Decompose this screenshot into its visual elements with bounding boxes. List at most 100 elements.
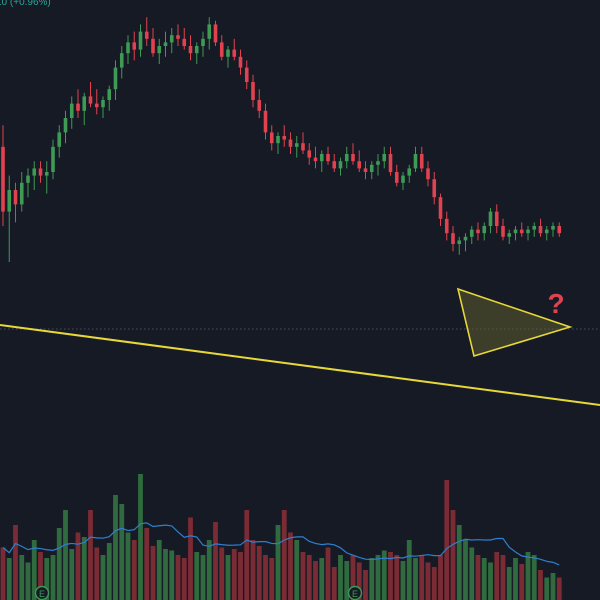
volume-bar bbox=[413, 558, 418, 600]
volume-bar bbox=[156, 540, 162, 600]
question-mark-annotation: ? bbox=[547, 288, 564, 319]
symmetrical-triangle-pattern[interactable] bbox=[456, 287, 573, 358]
candle bbox=[307, 150, 312, 158]
long-trendline[interactable] bbox=[0, 324, 600, 406]
event-marker-e-left[interactable]: E bbox=[34, 585, 50, 600]
volume-bar bbox=[0, 547, 6, 600]
candle bbox=[19, 182, 24, 205]
volume-bar bbox=[213, 522, 218, 600]
volume-bar bbox=[281, 510, 287, 600]
candle bbox=[394, 172, 399, 183]
volume-moving-average-line bbox=[2, 522, 560, 566]
volume-bar bbox=[194, 552, 200, 600]
volume-bar bbox=[444, 480, 450, 600]
candle bbox=[201, 38, 205, 46]
candle bbox=[251, 82, 255, 100]
volume-bar bbox=[250, 540, 256, 600]
candle bbox=[557, 226, 562, 234]
volume-bar bbox=[100, 555, 106, 600]
volume-bar bbox=[269, 558, 275, 600]
volume-bar bbox=[513, 558, 518, 600]
volume-bar bbox=[150, 546, 156, 600]
candle bbox=[319, 154, 324, 162]
candle bbox=[413, 154, 418, 169]
volume-bar bbox=[263, 555, 268, 600]
volume-bar bbox=[138, 474, 143, 600]
candle bbox=[238, 56, 243, 68]
volume-bar bbox=[481, 558, 487, 600]
candle bbox=[551, 226, 555, 230]
candle bbox=[376, 161, 380, 165]
volume-bar bbox=[381, 550, 387, 600]
candle bbox=[176, 35, 180, 39]
candle bbox=[463, 236, 468, 241]
candle bbox=[194, 46, 199, 54]
volume-bar bbox=[394, 555, 400, 600]
candle bbox=[232, 49, 237, 57]
volume-bar bbox=[69, 549, 75, 600]
volume-bar bbox=[375, 555, 381, 600]
candle bbox=[94, 103, 99, 108]
volume-bar bbox=[388, 552, 393, 600]
candle bbox=[107, 89, 112, 100]
candle bbox=[332, 161, 337, 169]
volume-bar bbox=[163, 549, 168, 600]
candle bbox=[476, 229, 480, 234]
volume-bar bbox=[113, 495, 118, 600]
volume-bar bbox=[469, 547, 475, 600]
candle bbox=[169, 35, 174, 43]
candle bbox=[501, 226, 505, 237]
volume-bar bbox=[488, 562, 493, 600]
volume-bar bbox=[556, 577, 562, 600]
candle bbox=[101, 100, 105, 108]
volume-bar bbox=[13, 525, 18, 600]
candle bbox=[69, 103, 74, 118]
candles bbox=[1, 17, 562, 262]
candle bbox=[313, 157, 318, 162]
candle bbox=[138, 31, 143, 50]
candle bbox=[357, 161, 362, 169]
candle bbox=[488, 211, 493, 226]
volume-bar bbox=[544, 577, 550, 600]
candle bbox=[401, 175, 405, 183]
volume-bar bbox=[519, 564, 525, 600]
volume-bar bbox=[494, 552, 500, 600]
candle bbox=[257, 100, 262, 111]
candle bbox=[507, 233, 512, 237]
candle bbox=[57, 132, 62, 147]
volume-bar bbox=[363, 570, 368, 600]
candle bbox=[151, 38, 155, 54]
volume-bar bbox=[144, 528, 150, 600]
volume-bar bbox=[300, 552, 306, 600]
candle bbox=[263, 110, 268, 133]
volume-bar bbox=[306, 555, 312, 600]
volume-bar bbox=[75, 532, 81, 600]
candle bbox=[513, 229, 518, 234]
candle bbox=[388, 154, 393, 172]
candle bbox=[244, 67, 249, 82]
volume-bar bbox=[356, 562, 362, 600]
volume-bar bbox=[313, 561, 318, 600]
candle bbox=[538, 226, 543, 234]
volume-bar bbox=[550, 573, 556, 600]
candle bbox=[213, 24, 218, 43]
event-marker-e-right[interactable]: E bbox=[347, 585, 363, 600]
volume-bar bbox=[188, 517, 193, 600]
volume-bar bbox=[19, 555, 25, 600]
volume-bars bbox=[0, 474, 562, 600]
candle bbox=[338, 161, 343, 169]
candle bbox=[269, 132, 274, 144]
volume-bar bbox=[256, 546, 262, 600]
candle bbox=[369, 164, 374, 172]
event-marker-label: E bbox=[39, 589, 45, 599]
volume-bar bbox=[344, 561, 350, 600]
volume-bar bbox=[81, 537, 87, 600]
volume-bar bbox=[450, 510, 456, 600]
candle bbox=[226, 49, 230, 57]
volume-bar bbox=[531, 555, 537, 600]
volume-bar bbox=[331, 567, 337, 600]
candle bbox=[63, 118, 68, 133]
candle bbox=[82, 96, 87, 111]
volume-bar bbox=[106, 543, 112, 600]
